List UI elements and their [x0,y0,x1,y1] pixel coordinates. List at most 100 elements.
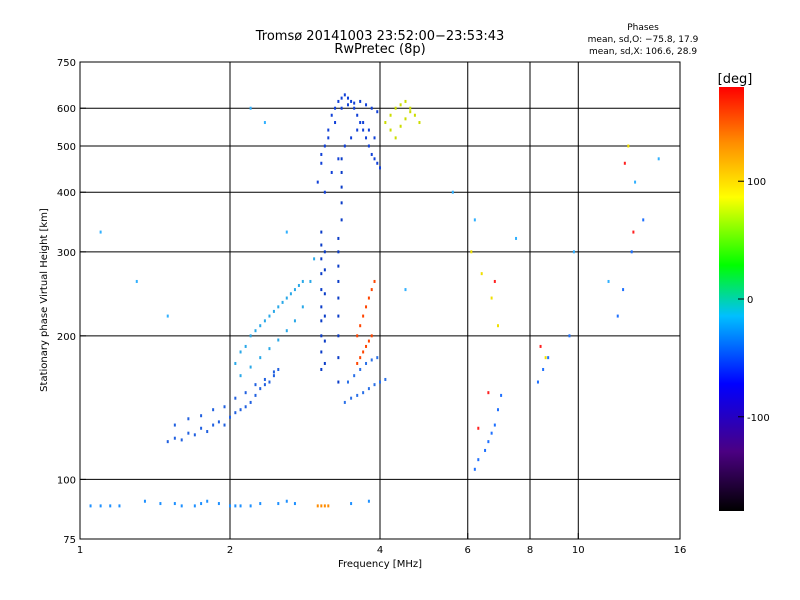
data-point [193,433,196,437]
data-point [359,367,362,371]
x-tick-label: 1 [77,545,83,556]
data-point [367,144,370,148]
data-point [373,383,376,387]
data-point [399,124,402,128]
y-tick-label: 300 [57,248,76,259]
data-point [359,324,362,328]
data-point [350,99,353,103]
data-point [320,367,323,371]
chart-title: Tromsø 20141003 23:52:00−23:53:43 [255,29,505,44]
data-point [399,103,402,107]
grid-lines [80,62,680,539]
data-point [272,374,275,378]
data-point [180,438,183,442]
data-point [239,374,242,378]
data-point [118,504,121,508]
data-point [239,504,242,508]
data-point [346,103,349,107]
data-point [477,426,480,430]
data-point [180,504,183,508]
data-point [487,440,490,444]
data-point [239,408,242,412]
data-point [249,106,252,110]
data-point [320,334,323,338]
data-point [206,499,209,503]
data-point [340,185,343,189]
data-point [330,113,333,117]
colorbar-ticks: 100 0 -100 [738,177,770,424]
data-point [632,230,635,234]
x-tick-label: 6 [465,545,471,556]
data-point [496,408,499,412]
data-point [365,136,368,140]
data-point [323,250,326,254]
data-point [470,250,473,254]
data-point [404,117,407,121]
x-tick-label: 8 [527,545,533,556]
x-tick-label: 10 [572,545,585,556]
data-point [301,279,304,283]
data-point [384,377,387,381]
data-point [373,157,376,161]
data-point [634,180,637,184]
data-point [384,121,387,125]
data-point [268,314,271,318]
data-point [272,370,275,374]
data-point [477,458,480,462]
data-point [316,180,319,184]
data-point [173,423,176,427]
data-point [496,324,499,328]
data-point [356,334,359,338]
data-point [343,93,346,97]
data-point [323,339,326,343]
data-point [259,356,262,360]
data-point [330,170,333,174]
data-point [627,144,630,148]
data-point [542,367,545,371]
data-point [337,264,340,268]
data-point [320,504,323,508]
data-point [285,230,288,234]
data-point [642,218,645,222]
colorbar-tick-label: 0 [747,295,753,306]
data-point [200,426,203,430]
data-point [249,334,252,338]
data-point [272,309,275,313]
y-tick-label: 500 [57,142,76,153]
data-point [337,296,340,300]
data-point [362,314,365,318]
data-point [234,504,237,508]
data-point [229,504,231,508]
x-tick-label: 16 [674,545,687,556]
data-point [337,380,340,384]
data-point [394,136,397,140]
data-point [323,504,326,508]
data-point [327,128,330,132]
data-point [409,110,412,114]
data-point [362,391,365,395]
data-point [572,250,575,254]
x-tick-label: 4 [377,545,383,556]
colorbar-tick-label: 100 [747,177,766,188]
data-point [473,218,476,222]
data-point [451,190,454,194]
data-point [343,144,346,148]
data-point [356,128,359,132]
data-point [323,292,326,296]
data-point [356,361,359,365]
data-point [206,430,209,434]
data-point [289,292,292,296]
x-tick-label: 2 [227,545,233,556]
data-point [350,136,353,140]
data-point [362,128,365,132]
data-point [373,279,376,283]
data-point [622,288,625,292]
data-point [320,350,323,354]
data-point [376,110,379,114]
data-point [320,272,323,276]
data-point [187,431,190,435]
data-point [394,106,397,110]
data-point [320,257,323,261]
data-point [418,121,421,125]
data-point [316,504,319,508]
